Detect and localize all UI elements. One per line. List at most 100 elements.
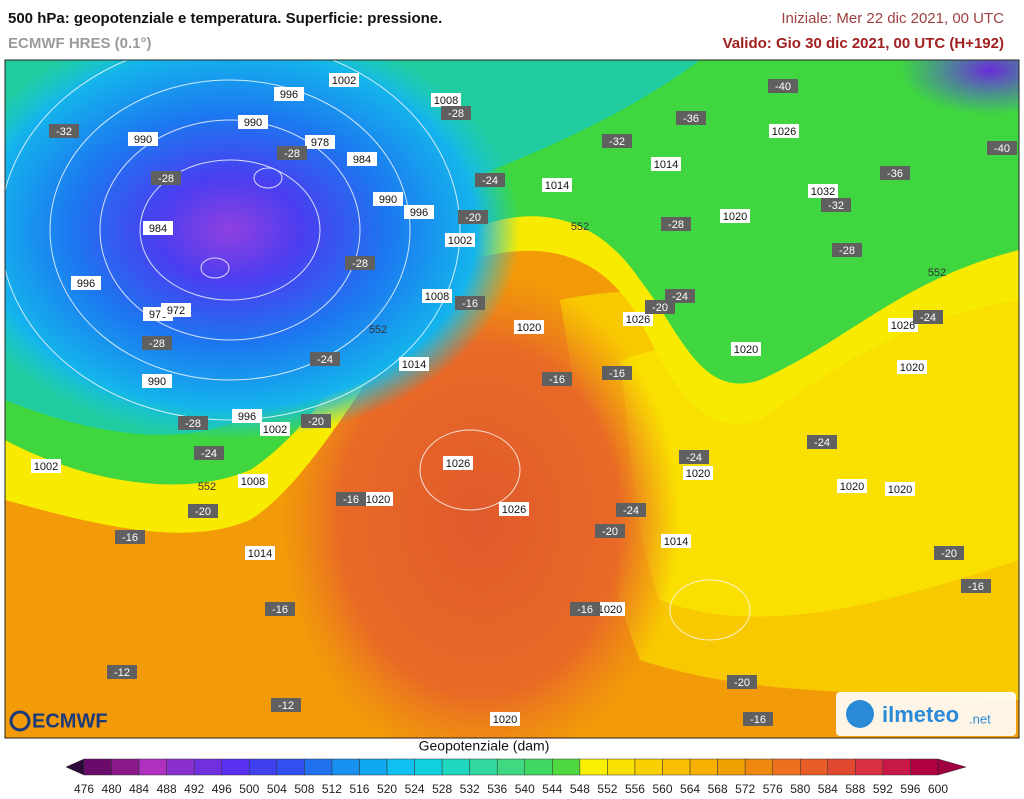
temperature-label-box bbox=[676, 111, 706, 125]
map-labels: 1002 996 1008 990 990 978 984 990 996 984 1002 996 9… bbox=[31, 73, 1017, 726]
pressure-label: 990 bbox=[134, 134, 152, 146]
temperature-label: -32 bbox=[609, 136, 625, 148]
temperature-label: -40 bbox=[994, 143, 1010, 155]
colorbar-tick-label: 496 bbox=[212, 782, 232, 796]
colorbar-box bbox=[221, 758, 250, 776]
temperature-label: -20 bbox=[195, 506, 211, 518]
pressure-label: 1020 bbox=[686, 468, 710, 480]
temperature-label-box bbox=[455, 296, 485, 310]
colorbar-tick-label: 512 bbox=[322, 782, 342, 796]
pressure-label: 996 bbox=[280, 89, 298, 101]
pressure-label-box bbox=[238, 115, 268, 129]
colorbar-box bbox=[579, 758, 608, 776]
pressure-label-box bbox=[490, 712, 520, 726]
temperature-label-box bbox=[475, 173, 505, 187]
colorbar-box bbox=[359, 758, 388, 776]
colorbar-box bbox=[855, 758, 884, 776]
pressure-label-box bbox=[837, 479, 867, 493]
pressure-label-box bbox=[399, 357, 429, 371]
colorbar-box bbox=[111, 758, 140, 776]
colorbar-box bbox=[138, 758, 167, 776]
pressure-label-box bbox=[245, 546, 275, 560]
temperature-label: -20 bbox=[734, 677, 750, 689]
ilmeteo-logo-suffix: .net bbox=[969, 711, 991, 726]
pressure-label-box bbox=[661, 534, 691, 548]
colorbar: 476 480 484 488 492 496 500 504 508 512 516 520 524 5… bbox=[65, 758, 967, 796]
temperature-label-box bbox=[570, 602, 600, 616]
pressure-label-box bbox=[71, 276, 101, 290]
colorbar-tick-label: 528 bbox=[432, 782, 452, 796]
colorbar-tick-label: 540 bbox=[515, 782, 535, 796]
pressure-label: 996 bbox=[238, 411, 256, 423]
temperature-label: -16 bbox=[122, 532, 138, 544]
temperature-label-box bbox=[310, 352, 340, 366]
colorbar-tick-label: 560 bbox=[653, 782, 673, 796]
colorbar-tick-label: 536 bbox=[487, 782, 507, 796]
colorbar-box bbox=[524, 758, 553, 776]
temperature-label-box bbox=[301, 414, 331, 428]
ilmeteo-logo: ilmeteo .net bbox=[836, 692, 1016, 736]
colorbar-tick-label: 548 bbox=[570, 782, 590, 796]
temperature-label: -12 bbox=[278, 700, 294, 712]
valid-time: Valido: Gio 30 dic 2021, 00 UTC (H+192) bbox=[723, 35, 1004, 52]
pressure-label-box bbox=[142, 374, 172, 388]
temperature-label-box bbox=[458, 210, 488, 224]
colorbar-box bbox=[910, 758, 939, 776]
colorbar-box bbox=[414, 758, 443, 776]
pressure-label-box bbox=[161, 303, 191, 317]
temperature-label-box bbox=[115, 530, 145, 544]
temperature-label: -28 bbox=[284, 148, 300, 160]
colorbar-tick-label: 520 bbox=[377, 782, 397, 796]
pressure-label: 978 bbox=[311, 137, 329, 149]
pressure-label-box bbox=[260, 422, 290, 436]
temperature-label-box bbox=[821, 198, 851, 212]
temperature-label: -28 bbox=[668, 219, 684, 231]
temperature-label-box bbox=[602, 366, 632, 380]
pressure-label-box bbox=[443, 456, 473, 470]
pressure-label-box bbox=[305, 135, 335, 149]
temperature-label-box bbox=[743, 712, 773, 726]
temperature-label: -24 bbox=[814, 437, 830, 449]
pressure-label-box bbox=[431, 93, 461, 107]
temperature-label-box bbox=[178, 416, 208, 430]
temperature-label-box bbox=[961, 579, 991, 593]
colorbar-box bbox=[276, 758, 305, 776]
pressure-label: 1020 bbox=[840, 481, 864, 493]
geopotential-label: 552 bbox=[369, 324, 387, 336]
pressure-label: 996 bbox=[410, 207, 428, 219]
map-frame bbox=[4, 59, 1020, 739]
colorbar-box bbox=[304, 758, 333, 776]
pressure-label: 972 bbox=[167, 305, 185, 317]
colorbar-tick-label: 572 bbox=[735, 782, 755, 796]
temperature-label: -16 bbox=[549, 374, 565, 386]
temperature-label: -28 bbox=[149, 338, 165, 350]
temperature-label: -24 bbox=[623, 505, 639, 517]
geopotential-label: 552 bbox=[571, 221, 589, 233]
temperature-label: -32 bbox=[56, 126, 72, 138]
pressure-label-box bbox=[347, 152, 377, 166]
pressure-label-box bbox=[329, 73, 359, 87]
temperature-label: -16 bbox=[750, 714, 766, 726]
colorbar-box bbox=[469, 758, 498, 776]
pressure-label: 1026 bbox=[772, 126, 796, 138]
pressure-label-box bbox=[542, 178, 572, 192]
pressure-label: 1020 bbox=[734, 344, 758, 356]
colorbar-tick-label: 596 bbox=[900, 782, 920, 796]
pressure-label-box bbox=[445, 233, 475, 247]
temperature-label-box bbox=[345, 256, 375, 270]
ecmwf-logo-text: ECMWF bbox=[32, 710, 108, 732]
temperature-label-box bbox=[542, 372, 572, 386]
pressure-label-box bbox=[514, 320, 544, 334]
temperature-label-box bbox=[679, 450, 709, 464]
colorbar-box bbox=[166, 758, 195, 776]
colorbar-box bbox=[249, 758, 278, 776]
pressure-label-box bbox=[595, 602, 625, 616]
pressure-label: 1020 bbox=[598, 604, 622, 616]
temperature-label-box bbox=[913, 310, 943, 324]
colorbar-tick-label: 480 bbox=[102, 782, 122, 796]
pressure-label: 1008 bbox=[425, 291, 449, 303]
pressure-label: 1026 bbox=[502, 504, 526, 516]
temperature-label-box bbox=[49, 124, 79, 138]
pressure-label: 1020 bbox=[900, 362, 924, 374]
